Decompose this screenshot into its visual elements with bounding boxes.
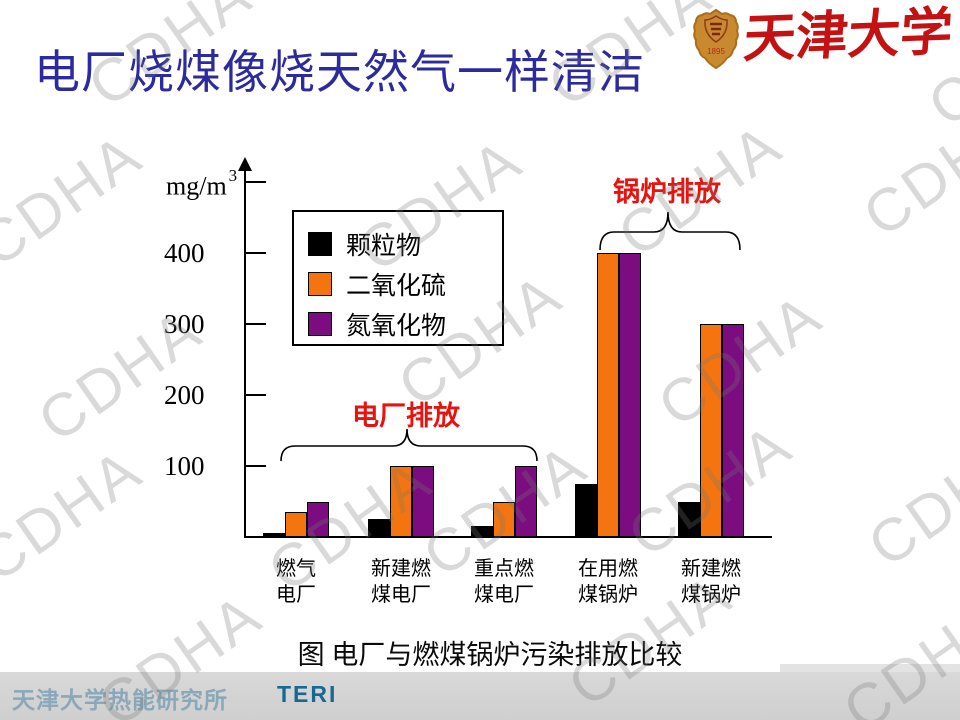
bar-so2-group1 — [390, 466, 412, 537]
footer-bar: 天津大学热能研究所 TERI — [0, 664, 960, 720]
bar-pm-group1 — [368, 519, 390, 537]
y-tick — [246, 323, 266, 325]
category-label: 燃气 电厂 — [276, 558, 316, 606]
legend-row: 颗粒物 — [308, 224, 502, 264]
y-tick — [246, 465, 266, 467]
footer-institute: 天津大学热能研究所 — [12, 688, 228, 713]
bar-nox-group4 — [722, 324, 744, 537]
bar-nox-group0 — [307, 501, 329, 537]
boiler-brace — [599, 211, 741, 251]
bar-pm-group0 — [263, 533, 285, 537]
category-label: 新建燃 煤电厂 — [371, 558, 431, 606]
legend-swatch — [308, 312, 332, 336]
legend-swatch — [308, 232, 332, 256]
y-tick — [246, 252, 266, 254]
bar-so2-group0 — [285, 512, 307, 537]
figure-caption: 图 电厂与燃煤锅炉污染排放比较 — [297, 640, 683, 670]
bar-pm-group3 — [575, 483, 597, 537]
y-axis-line — [244, 170, 246, 537]
legend-label: 颗粒物 — [346, 233, 422, 260]
logo-wordmark: 天津大学 — [741, 4, 955, 69]
y-tick-label: 200 — [164, 380, 205, 410]
legend-row: 二氧化硫 — [308, 264, 502, 304]
annotation-boiler-label: 锅炉排放 — [613, 177, 721, 207]
footer-acronym: TERI — [277, 681, 338, 707]
page-title: 电厂烧煤像烧天然气一样清洁 — [34, 47, 645, 98]
category-label: 新建燃 煤锅炉 — [681, 558, 741, 606]
y-axis-arrow-icon — [238, 157, 252, 171]
bar-nox-group3 — [619, 253, 641, 537]
legend-label: 氮氧化物 — [346, 313, 447, 340]
logo-shield-icon: 1895 — [693, 8, 739, 70]
bar-nox-group1 — [412, 466, 434, 537]
legend-row: 氮氧化物 — [308, 304, 502, 344]
logo-year: 1895 — [707, 47, 725, 56]
university-logo: 1895 天津大学 — [692, 4, 954, 78]
bar-so2-group2 — [493, 501, 515, 537]
x-axis-line — [244, 536, 772, 538]
bar-so2-group4 — [700, 324, 722, 537]
category-label: 在用燃 煤锅炉 — [578, 558, 638, 606]
y-tick-label: 100 — [164, 451, 205, 481]
y-tick — [246, 394, 266, 396]
bar-pm-group2 — [471, 526, 493, 537]
y-tick-label: 300 — [164, 309, 205, 339]
power-plant-brace — [280, 428, 538, 462]
y-tick-label: 400 — [164, 238, 205, 268]
bar-so2-group3 — [597, 253, 619, 537]
y-axis-unit-label: mg/m 3 — [166, 166, 238, 201]
chart-legend: 颗粒物二氧化硫氮氧化物 — [292, 210, 504, 346]
legend-label: 二氧化硫 — [346, 273, 447, 300]
category-label: 重点燃 煤电厂 — [474, 558, 534, 606]
annotation-power-plant-label: 电厂排放 — [352, 401, 460, 431]
bar-nox-group2 — [515, 466, 537, 537]
legend-swatch — [308, 272, 332, 296]
y-tick — [246, 181, 266, 183]
bar-pm-group4 — [678, 501, 700, 537]
